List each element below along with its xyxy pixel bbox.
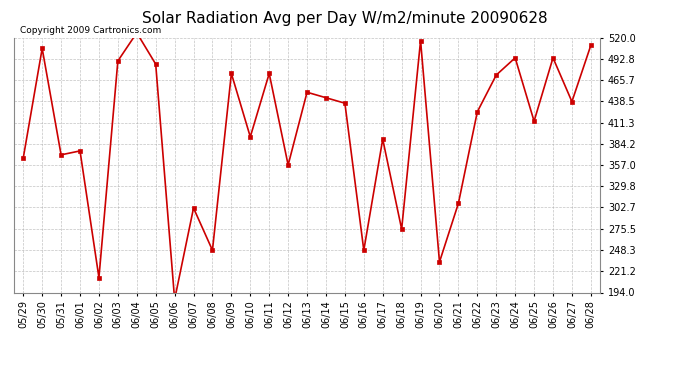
Text: Copyright 2009 Cartronics.com: Copyright 2009 Cartronics.com [19, 26, 161, 35]
Text: Solar Radiation Avg per Day W/m2/minute 20090628: Solar Radiation Avg per Day W/m2/minute … [142, 11, 548, 26]
